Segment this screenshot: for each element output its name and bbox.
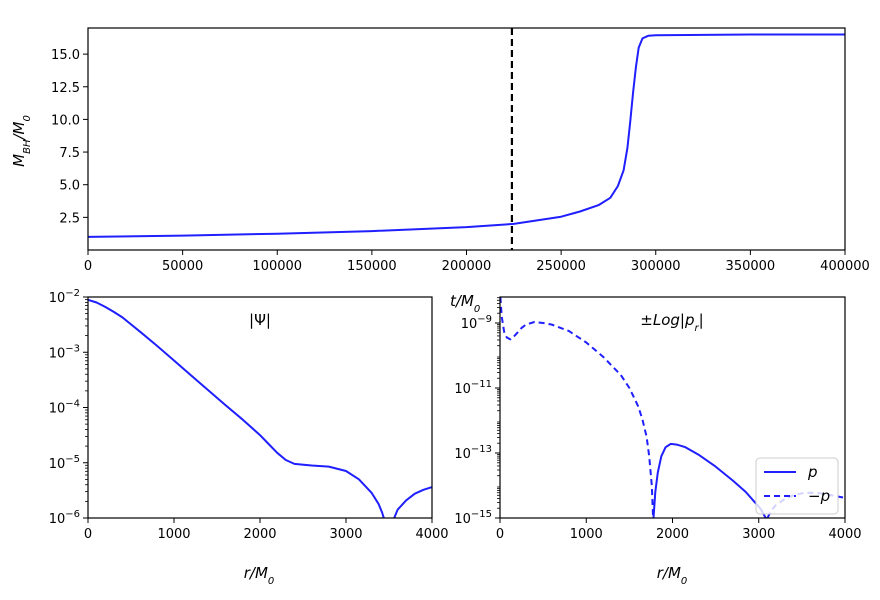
mass-ytick-label: 2.5 — [59, 211, 80, 226]
mass-xtick-label: 50000 — [162, 259, 203, 274]
psi-xtick-label: 0 — [84, 527, 92, 542]
pr-legend: p −p — [755, 457, 839, 515]
mass-ytick-label: 5.0 — [59, 179, 80, 194]
mass-xtick-label: 300000 — [631, 259, 681, 274]
mass-ytick-label: 15.0 — [51, 48, 80, 63]
psi-xtick-label: 3000 — [329, 527, 362, 542]
pr-series-line-0 — [500, 297, 655, 518]
pr-xtick-label: 1000 — [570, 527, 603, 542]
legend-entry-p: p — [807, 463, 818, 481]
mass-ytick-label: 10.0 — [51, 113, 80, 128]
legend-entry-minus-p: −p — [808, 487, 830, 505]
pr-xtick-label: 3000 — [742, 527, 775, 542]
psi-ytick-label: 10−4 — [49, 399, 80, 417]
psi-ytick-label: 10−3 — [49, 343, 80, 361]
pr-panel: 0 1000 2000 3000 4000 10−15 10−13 10−11 10−9 — [454, 296, 862, 542]
psi-series-line-0 — [88, 298, 385, 518]
psi-ytick-label: 10−6 — [49, 509, 80, 527]
mass-ytick-label: 7.5 — [59, 146, 80, 161]
mass-xtick-label: 200000 — [442, 259, 492, 274]
pr-series-line-1 — [652, 442, 767, 518]
mass-panel: 0 50000 100000 150000 200000 250000 300000 3500… — [51, 27, 870, 274]
psi-ytick-label: 10−2 — [49, 288, 80, 306]
pr-ytick-label: 10−15 — [454, 509, 492, 527]
pr-xtick-label: 4000 — [828, 527, 861, 542]
psi-ytick-label: 10−5 — [49, 454, 80, 472]
pr-xlabel: r/M0 — [657, 564, 688, 587]
pr-ytick-label: 10−11 — [454, 379, 492, 397]
pr-xtick-label: 2000 — [656, 527, 689, 542]
pr-ytick-label: 10−9 — [461, 314, 492, 332]
mass-axes-frame — [87, 27, 846, 251]
mass-ytick-label: 12.5 — [51, 81, 80, 96]
psi-title: |Ψ| — [249, 311, 271, 329]
pr-xtick-label: 0 — [496, 527, 504, 542]
mass-xtick-label: 250000 — [536, 259, 586, 274]
legend-box — [755, 457, 839, 515]
mass-xtick-label: 400000 — [820, 259, 870, 274]
mass-ylabel: MBH/M0 — [10, 115, 33, 167]
psi-xlabel: r/M0 — [244, 564, 275, 587]
mass-series-line-0 — [88, 33, 845, 238]
psi-xtick-label: 2000 — [243, 527, 276, 542]
psi-xtick-label: 1000 — [157, 527, 190, 542]
pr-title: ±Log|pr| — [640, 311, 703, 334]
mass-xtick-label: 150000 — [347, 259, 397, 274]
psi-xtick-label: 4000 — [415, 527, 448, 542]
mass-xtick-label: 350000 — [726, 259, 776, 274]
pr-ylabel: t/M0 — [450, 292, 480, 315]
psi-panel: 0 1000 2000 3000 4000 10−6 10−5 10−4 10−3 10−2 — [49, 288, 449, 542]
psi-series-line-1 — [393, 486, 432, 518]
mass-xtick-label: 0 — [84, 259, 92, 274]
mass-xtick-label: 100000 — [252, 259, 302, 274]
pr-ytick-label: 10−13 — [454, 444, 492, 462]
